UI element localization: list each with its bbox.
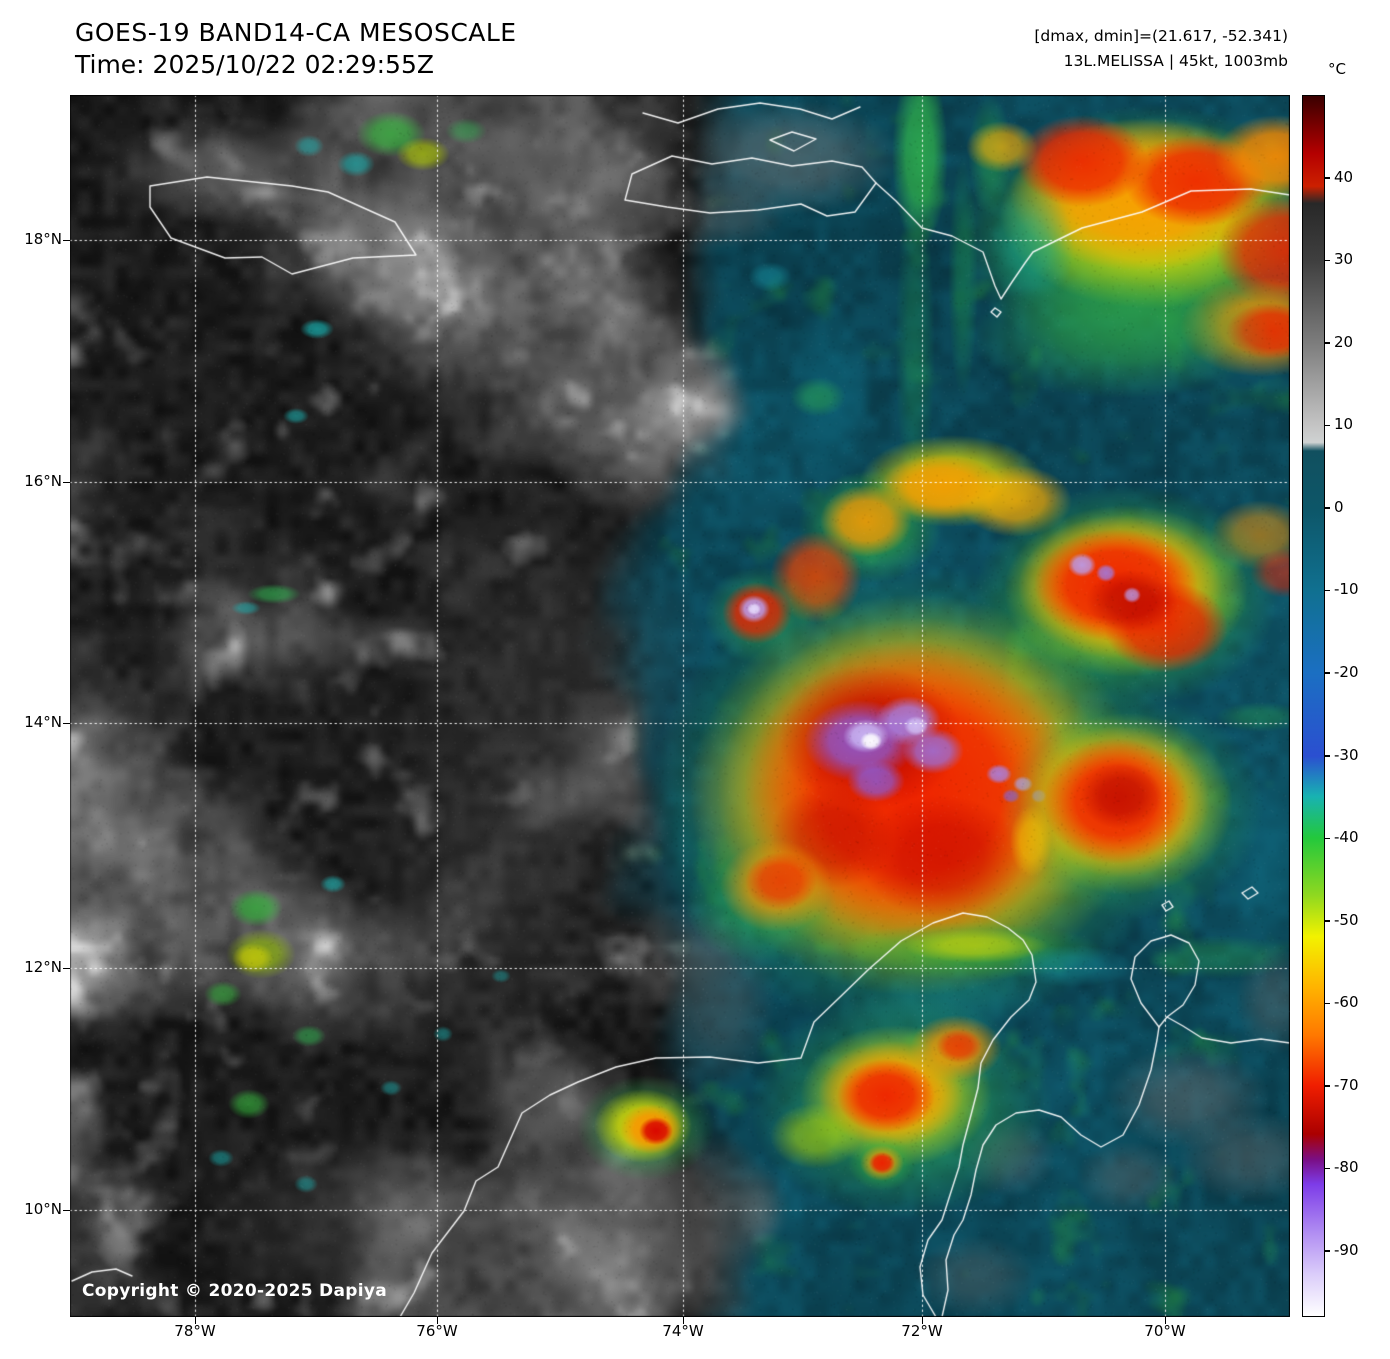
lat-tick-mark bbox=[63, 967, 70, 969]
colorbar-tick-label: -60 bbox=[1334, 993, 1359, 1012]
lon-tick-label: 78°W bbox=[174, 1322, 216, 1340]
dmax-dmin-readout: [dmax, dmin]=(21.617, -52.341) bbox=[1034, 27, 1288, 45]
colorbar-tick-label: -20 bbox=[1334, 662, 1359, 681]
colorbar-tick-mark bbox=[1325, 507, 1330, 509]
lon-tick-mark bbox=[682, 1317, 684, 1324]
lon-tick-mark bbox=[194, 1317, 196, 1324]
colorbar-tick-label: -90 bbox=[1334, 1240, 1359, 1259]
lon-tick-mark bbox=[921, 1317, 923, 1324]
lon-tick-label: 70°W bbox=[1144, 1322, 1186, 1340]
lat-tick-label: 12°N bbox=[24, 958, 62, 976]
lat-tick-label: 18°N bbox=[24, 230, 62, 248]
colorbar-tick-label: 30 bbox=[1334, 250, 1354, 269]
satellite-imagery-canvas bbox=[70, 95, 1290, 1317]
colorbar-tick-label: -80 bbox=[1334, 1158, 1359, 1177]
lat-tick-label: 14°N bbox=[24, 713, 62, 731]
colorbar-tick-label: 20 bbox=[1334, 332, 1354, 351]
colorbar-tick-label: 0 bbox=[1334, 497, 1344, 516]
colorbar-tick-label: -40 bbox=[1334, 828, 1359, 847]
colorbar-tick-mark bbox=[1325, 177, 1330, 179]
colorbar-tick-mark bbox=[1325, 1167, 1330, 1170]
colorbar-tick-mark bbox=[1325, 920, 1330, 922]
timestamp: Time: 2025/10/22 02:29:55Z bbox=[75, 50, 434, 79]
storm-info: 13L.MELISSA | 45kt, 1003mb bbox=[1063, 52, 1288, 70]
colorbar-unit-label: °C bbox=[1328, 60, 1346, 78]
colorbar-tick-label: -70 bbox=[1334, 1075, 1359, 1094]
lon-tick-label: 74°W bbox=[662, 1322, 704, 1340]
colorbar-tick-mark bbox=[1325, 589, 1330, 592]
colorbar-tick-mark bbox=[1325, 755, 1330, 757]
colorbar-tick-mark bbox=[1325, 424, 1330, 427]
lat-tick-mark bbox=[63, 722, 70, 724]
colorbar-tick-mark bbox=[1325, 672, 1330, 674]
lon-tick-mark bbox=[1164, 1317, 1166, 1324]
colorbar-tick-mark bbox=[1325, 259, 1330, 262]
colorbar-tick-label: -30 bbox=[1334, 745, 1359, 764]
satellite-map: Copyright © 2020-2025 Dapiya bbox=[70, 95, 1290, 1317]
copyright-watermark: Copyright © 2020-2025 Dapiya bbox=[82, 1281, 387, 1301]
colorbar-tick-label: -10 bbox=[1334, 580, 1359, 599]
colorbar-tick-mark bbox=[1325, 837, 1330, 840]
colorbar-tick-mark bbox=[1325, 1250, 1330, 1252]
product-title: GOES-19 BAND14-CA MESOSCALE bbox=[75, 18, 517, 47]
colorbar-tick-label: 10 bbox=[1334, 415, 1354, 434]
colorbar-tick-label: -50 bbox=[1334, 910, 1359, 929]
colorbar bbox=[1302, 95, 1325, 1317]
lat-tick-mark bbox=[63, 1209, 70, 1211]
lat-tick-label: 10°N bbox=[24, 1200, 62, 1218]
lon-tick-label: 76°W bbox=[416, 1322, 458, 1340]
colorbar-tick-label: 40 bbox=[1334, 167, 1354, 186]
lat-tick-mark bbox=[63, 239, 70, 241]
lat-tick-mark bbox=[63, 481, 70, 483]
lon-tick-label: 72°W bbox=[901, 1322, 943, 1340]
colorbar-tick-mark bbox=[1325, 342, 1330, 344]
colorbar-tick-mark bbox=[1325, 1085, 1330, 1087]
colorbar-tick-mark bbox=[1325, 1002, 1330, 1005]
header-meta: [dmax, dmin]=(21.617, -52.341) 13L.MELIS… bbox=[1034, 24, 1288, 74]
lon-tick-mark bbox=[436, 1317, 438, 1324]
lat-tick-label: 16°N bbox=[24, 472, 62, 490]
